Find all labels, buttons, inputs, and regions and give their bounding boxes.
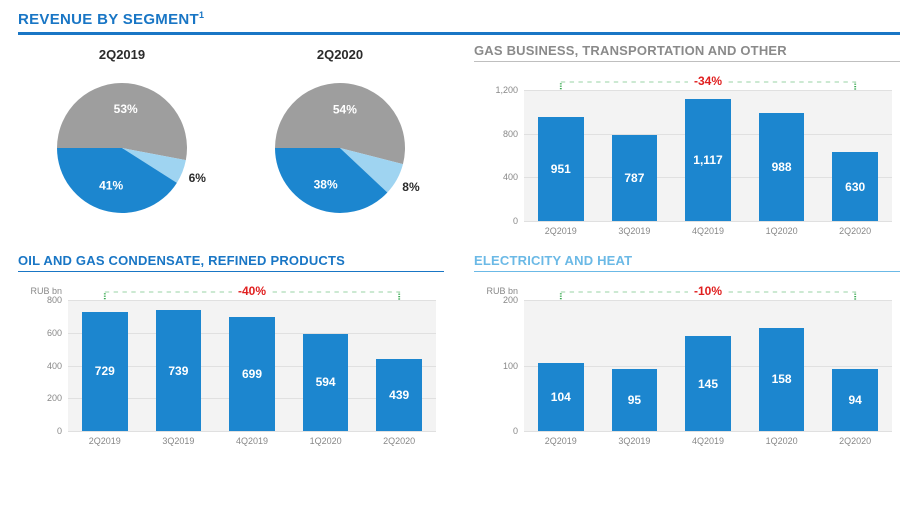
x-label: 2Q2019 (68, 433, 142, 451)
bar: 594 (303, 334, 349, 431)
pie-panel: 2Q2019 53% 6% 41% 2Q2020 54% 8% 38% (18, 43, 444, 233)
bar-value: 94 (848, 393, 861, 407)
bar: 1,117 (685, 99, 731, 221)
plot-area: 951 787 1,117 988 630 (524, 90, 892, 221)
y-tick: 800 (503, 129, 518, 139)
chart-title-gas: GAS BUSINESS, TRANSPORTATION AND OTHER (474, 43, 900, 62)
bar-value: 1,117 (693, 153, 722, 167)
title-footnote: 1 (199, 10, 204, 20)
x-label: 4Q2019 (215, 433, 289, 451)
bar: 145 (685, 336, 731, 431)
x-label: 2Q2020 (818, 433, 892, 451)
bar: 94 (832, 369, 878, 431)
pie-title: 2Q2020 (236, 47, 444, 62)
elec-chart-card: ELECTRICITY AND HEAT -10%RUB bn010020010… (474, 253, 900, 451)
pie-slice-label: 53% (114, 102, 138, 116)
dashboard-grid: 2Q2019 53% 6% 41% 2Q2020 54% 8% 38% GAS BUSI… (18, 43, 900, 451)
page-title: REVENUE BY SEGMENT1 (18, 10, 900, 35)
plot-area: 104 95 145 158 94 (524, 300, 892, 431)
bar-value: 739 (168, 364, 188, 378)
y-tick: 400 (503, 172, 518, 182)
bar-value: 594 (316, 375, 336, 389)
pie-title: 2Q2019 (18, 47, 226, 62)
gas-chart-card: GAS BUSINESS, TRANSPORTATION AND OTHER -… (474, 43, 900, 241)
pie-2q2019: 2Q2019 53% 6% 41% (18, 43, 226, 218)
delta-label: -10% (688, 284, 728, 298)
bar-chart-elec: -10%RUB bn010020010495145158942Q20193Q20… (474, 276, 900, 451)
bar: 630 (832, 152, 878, 221)
y-tick: 100 (503, 361, 518, 371)
y-tick: 200 (47, 393, 62, 403)
delta-label: -34% (688, 74, 728, 88)
bar: 951 (538, 117, 584, 221)
x-label: 3Q2019 (142, 433, 216, 451)
y-tick: 0 (513, 426, 518, 436)
bar-value: 951 (551, 162, 571, 176)
bar: 699 (229, 317, 275, 431)
x-label: 3Q2019 (598, 223, 672, 241)
bar-value: 988 (772, 160, 792, 174)
bar-value: 95 (628, 393, 641, 407)
pie-slice-label: 6% (189, 171, 207, 185)
pie-slice-label: 54% (333, 102, 357, 116)
pie-slice-label: 41% (99, 178, 123, 192)
chart-title-oil: OIL AND GAS CONDENSATE, REFINED PRODUCTS (18, 253, 444, 272)
y-tick: 200 (503, 295, 518, 305)
x-label: 1Q2020 (289, 433, 363, 451)
pie-slice-label: 38% (314, 177, 338, 191)
bar-value: 104 (551, 390, 571, 404)
bar: 439 (376, 359, 422, 431)
oil-chart-card: OIL AND GAS CONDENSATE, REFINED PRODUCTS… (18, 253, 444, 451)
x-label: 2Q2020 (818, 223, 892, 241)
bar: 158 (759, 328, 805, 431)
y-tick: 600 (47, 328, 62, 338)
delta-label: -40% (232, 284, 272, 298)
bar-chart-oil: -40%RUB bn02004006008007297396995944392Q… (18, 276, 444, 451)
y-tick: 800 (47, 295, 62, 305)
x-label: 2Q2019 (524, 433, 598, 451)
bar-value: 729 (95, 364, 115, 378)
bar-value: 699 (242, 367, 262, 381)
x-label: 2Q2020 (362, 433, 436, 451)
bar-value: 439 (389, 388, 409, 402)
chart-title-elec: ELECTRICITY AND HEAT (474, 253, 900, 272)
bar-value: 787 (624, 171, 644, 185)
y-tick: 0 (513, 216, 518, 226)
plot-area: 729 739 699 594 439 (68, 300, 436, 431)
title-text: REVENUE BY SEGMENT (18, 11, 199, 28)
x-label: 2Q2019 (524, 223, 598, 241)
x-label: 1Q2020 (745, 433, 819, 451)
bar: 729 (82, 312, 128, 431)
x-label: 4Q2019 (671, 223, 745, 241)
x-label: 3Q2019 (598, 433, 672, 451)
pie-2q2020: 2Q2020 54% 8% 38% (236, 43, 444, 218)
pie-chart-2q2019: 53% 6% 41% (37, 68, 207, 218)
x-label: 1Q2020 (745, 223, 819, 241)
y-tick: 1,200 (495, 85, 518, 95)
x-label: 4Q2019 (671, 433, 745, 451)
pie-slice-label: 8% (402, 180, 420, 194)
y-tick: 400 (47, 361, 62, 371)
bar: 739 (156, 310, 202, 431)
bar: 787 (612, 135, 658, 221)
bar-value: 158 (772, 372, 792, 386)
pie-chart-2q2020: 54% 8% 38% (255, 68, 425, 218)
bar: 104 (538, 363, 584, 431)
bar: 988 (759, 113, 805, 221)
bar: 95 (612, 369, 658, 431)
bar-value: 145 (698, 377, 718, 391)
bar-chart-gas: -34% 0 400 800 1,200 951 787 1,117 988 630 2Q20193… (474, 66, 900, 241)
bar-value: 630 (845, 180, 865, 194)
y-tick: 0 (57, 426, 62, 436)
